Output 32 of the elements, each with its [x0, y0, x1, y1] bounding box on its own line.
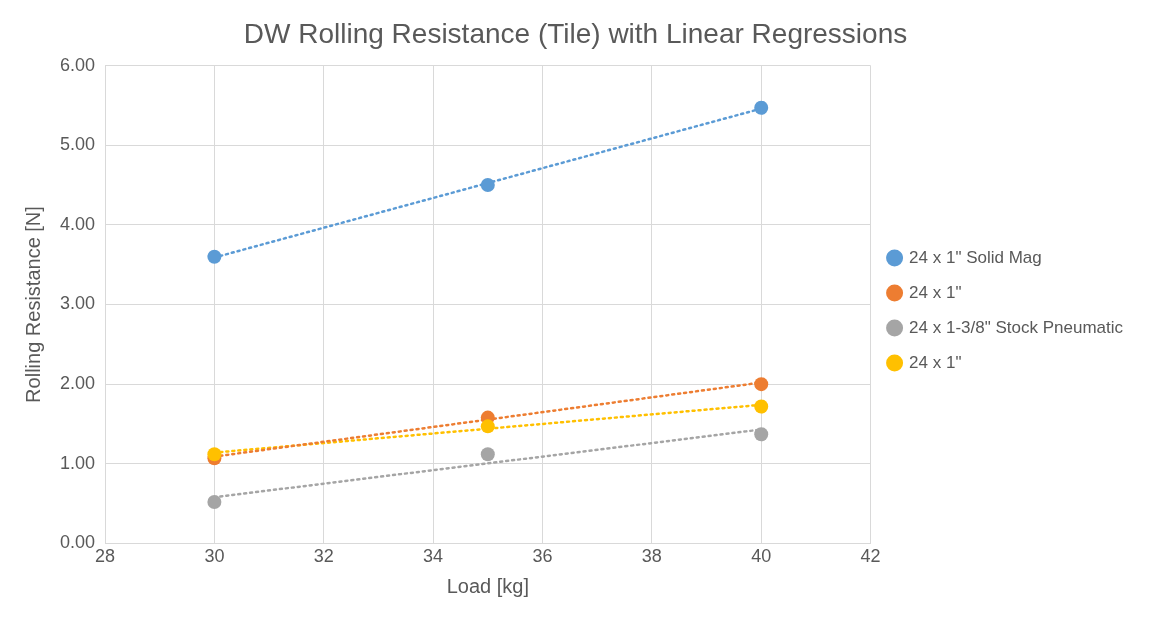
y-tick-label: 3.00: [59, 293, 96, 314]
point: [480, 419, 495, 434]
y-tick-label: 4.00: [59, 213, 96, 234]
y-tick-label: 1.00: [59, 452, 96, 473]
y-tick-label: 5.00: [59, 134, 96, 155]
point: [754, 377, 769, 392]
x-axis-title: Load [kg]: [446, 574, 529, 597]
x-tick-label: 36: [532, 546, 553, 567]
point: [207, 249, 222, 264]
x-tick-label: 30: [204, 546, 225, 567]
point: [480, 178, 495, 193]
point: [754, 100, 769, 115]
legend-label: 24 x 1": [909, 282, 962, 302]
x-tick-label: 40: [751, 546, 772, 567]
x-tick-label: 28: [95, 546, 116, 567]
point: [480, 447, 495, 462]
chart-title: DW Rolling Resistance (Tile) with Linear Regressions: [243, 17, 908, 49]
point: [754, 399, 769, 414]
point: [207, 447, 222, 462]
legend-label: 24 x 1": [909, 352, 962, 372]
point: [207, 494, 222, 509]
x-tick-label: 32: [313, 546, 334, 567]
x-tick-label: 34: [423, 546, 444, 567]
y-tick-label: 6.00: [59, 54, 96, 75]
x-tick-label: 42: [860, 546, 881, 567]
x-tick-label: 38: [641, 546, 662, 567]
y-tick-label: 0.00: [59, 532, 96, 553]
y-tick-label: 2.00: [59, 373, 96, 394]
legend-label: 24 x 1" Solid Mag: [909, 247, 1042, 267]
y-axis-title: Rolling Resistance [N]: [21, 206, 44, 403]
legend-label: 24 x 1-3/8" Stock Pneumatic: [909, 317, 1124, 337]
point: [754, 427, 769, 442]
